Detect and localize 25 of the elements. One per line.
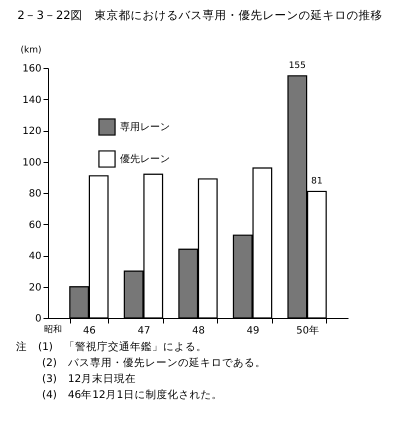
text: 昭和 (44, 324, 62, 335)
y-tick-label: 0 (35, 314, 42, 324)
y-tick-label: 40 (28, 251, 42, 262)
y-tick-label: 140 (22, 94, 42, 106)
y-tick-label: 20 (28, 282, 42, 294)
data-label: 81 (311, 176, 323, 186)
text: 注 (1) 「警視庁交通年鑑」による。 (16, 340, 208, 355)
text: (3) 12月末日現在 (41, 372, 138, 387)
y-tick-label: 60 (28, 220, 42, 231)
y-tick-label: 120 (22, 126, 42, 137)
chart-title: 2－3－22図 東京都におけるバス専用・優先レーンの延キロの推移 (16, 7, 384, 23)
x-tick-label: 50年 (296, 324, 319, 336)
text: (4) 46年12月1日に制度化された。 (41, 388, 224, 403)
legend-label: 優先レーン (120, 153, 170, 165)
x-tick-label: 46 (83, 326, 96, 336)
data-label: 155 (288, 60, 306, 71)
legend-label: 専用レーン (120, 121, 170, 133)
y-tick-label: 80 (28, 188, 42, 200)
y-axis-title: (km) (20, 46, 42, 56)
x-tick-label: 47 (138, 326, 150, 336)
text: (2) バス専用・優先レーンの延キロである。 (41, 356, 267, 371)
y-tick-label: 160 (22, 64, 42, 74)
x-tick-label: 48 (192, 326, 205, 336)
x-tick-label: 49 (246, 326, 260, 336)
y-tick-label: 100 (22, 157, 42, 168)
